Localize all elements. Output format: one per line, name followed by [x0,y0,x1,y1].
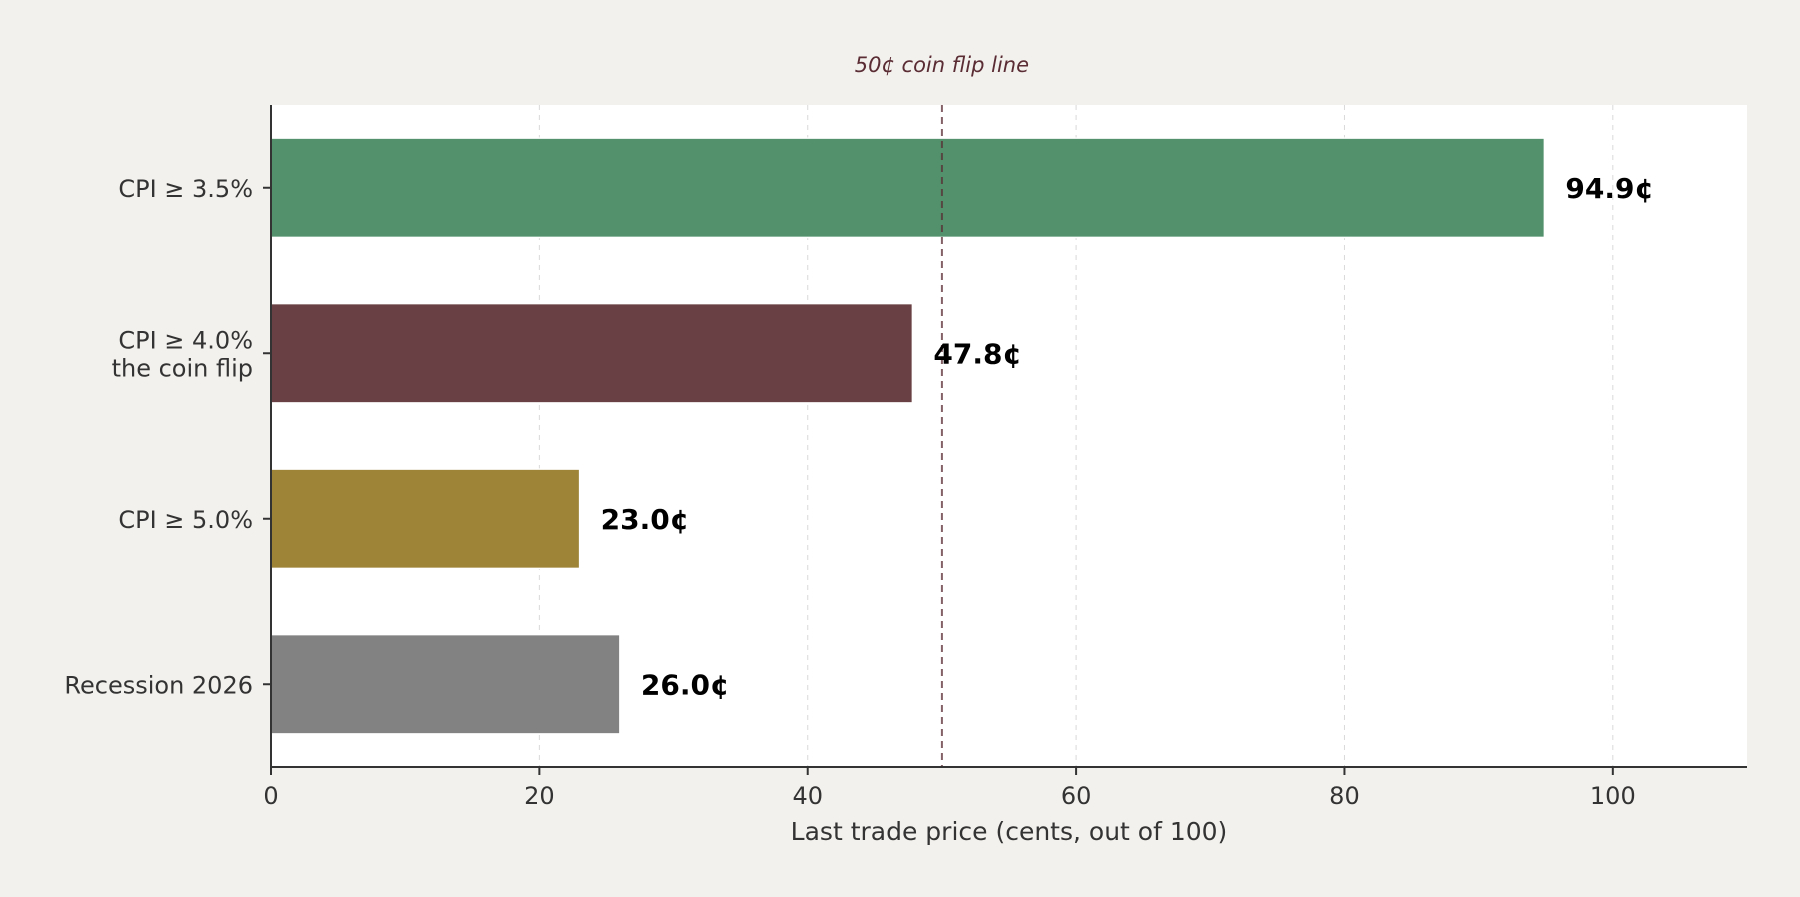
bar-1 [270,302,914,404]
category-label-1-line-1: the coin flip [112,354,253,382]
axes [270,105,1747,768]
value-labels: 94.9¢ 47.8¢ 23.0¢ 26.0¢ [601,172,1654,702]
y-axis-ticks: CPI ≥ 3.5% CPI ≥ 4.0%the coin flip CPI ≥ 5… [64,175,271,699]
bar-3 [270,633,621,735]
x-tick-label-100: 100 [1590,782,1636,810]
x-tick-label-80: 80 [1329,782,1360,810]
x-tick-label-40: 40 [792,782,823,810]
x-axis-title: Last trade price (cents, out of 100) [791,817,1228,846]
x-tick-label-60: 60 [1061,782,1092,810]
category-label-1-line-0: CPI ≥ 4.0% [118,326,253,354]
x-tick-label-20: 20 [524,782,555,810]
reference-line-group: 50¢ coin flip line [855,53,1029,767]
value-label-0: 94.9¢ [1565,172,1654,205]
bars [270,137,1546,735]
category-label-3-line-0: Recession 2026 [64,671,253,699]
value-label-2: 23.0¢ [601,503,690,536]
bar-2 [270,468,581,570]
category-label-0-line-0: CPI ≥ 3.5% [118,175,253,203]
value-label-3: 26.0¢ [641,668,730,701]
x-tick-label-0: 0 [263,782,278,810]
value-label-1: 47.8¢ [933,337,1022,370]
category-label-2-line-0: CPI ≥ 5.0% [118,506,253,534]
coin-flip-reference-label: 50¢ coin flip line [855,53,1029,77]
bar-0 [270,137,1546,239]
x-axis-ticks: 0 20 40 60 80 100 [263,767,1636,810]
